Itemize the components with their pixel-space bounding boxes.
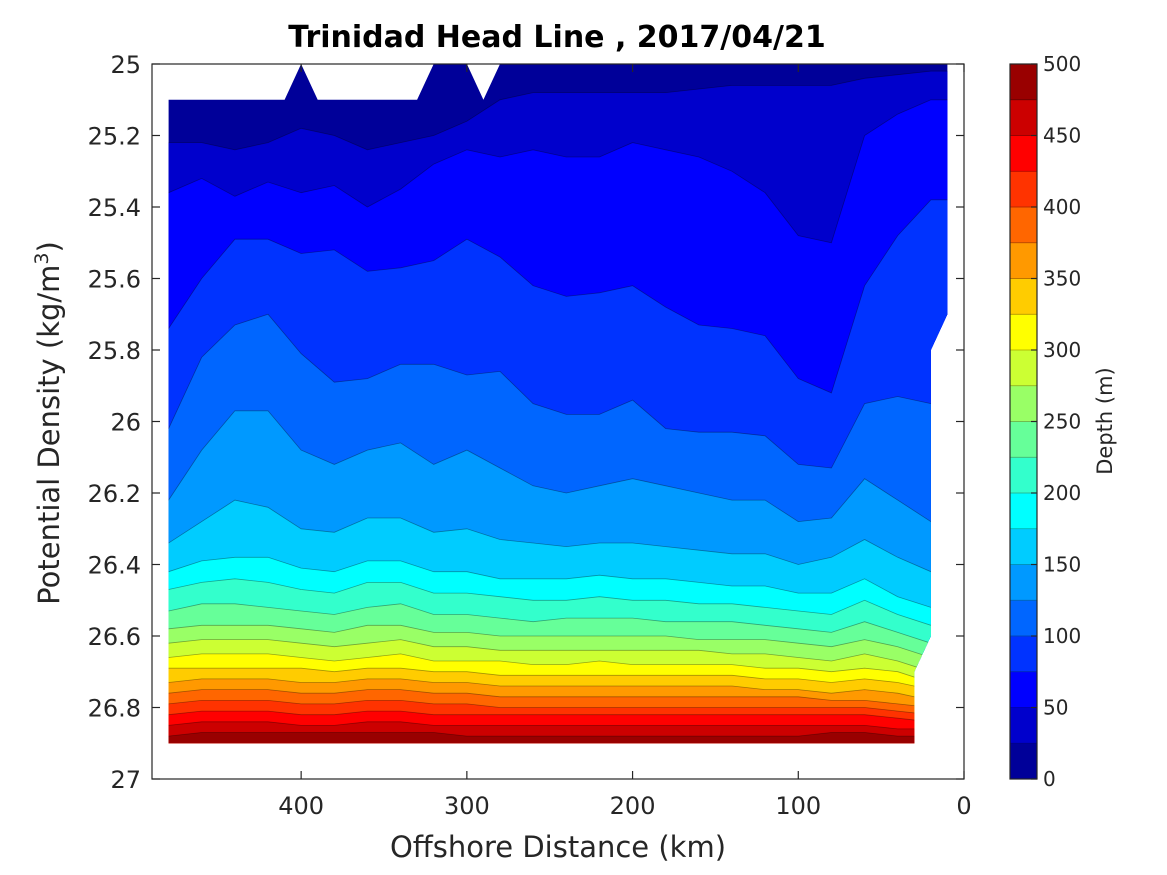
isoline-375 — [168, 689, 948, 708]
y-tick-label: 26.2 — [88, 480, 141, 508]
isoline-25 — [168, 70, 948, 151]
colorbar-label: Depth (m) — [1093, 367, 1117, 474]
colorbar-tick-label: 250 — [1043, 410, 1081, 434]
isoline-300 — [168, 653, 948, 683]
y-tick-label: 26.8 — [88, 695, 141, 723]
colorbar-tick-label: 100 — [1043, 624, 1081, 648]
y-tick-label: 25.6 — [88, 266, 141, 294]
isoline-475 — [168, 732, 948, 737]
colorbar-segment — [1010, 457, 1037, 494]
isoline-225 — [168, 603, 948, 644]
isoline-125 — [168, 410, 948, 523]
colorbar-tick-label: 300 — [1043, 338, 1081, 362]
x-tick-label: 400 — [278, 792, 324, 820]
colorbar-segment — [1010, 314, 1037, 351]
isoline-75 — [168, 199, 948, 394]
y-axis-label: Potential Density (kg/m3) — [31, 241, 66, 605]
colorbar-segment — [1010, 135, 1037, 172]
colorbar-segment — [1010, 385, 1037, 422]
isoline-100 — [168, 313, 948, 469]
colorbar-segment — [1010, 64, 1037, 101]
y-axis: 25 25.2 25.4 25.6 25.8 26 26.2 26.4 26.6 26.8 27 — [88, 51, 964, 794]
colorbar-tick-label: 400 — [1043, 195, 1081, 219]
colorbar-segment — [1010, 600, 1037, 637]
x-tick-label: 200 — [610, 792, 656, 820]
colorbar-tick-label: 0 — [1043, 767, 1056, 791]
isoline-350 — [168, 678, 948, 701]
colorbar-segment — [1010, 564, 1037, 601]
isoline-325 — [168, 667, 948, 690]
colorbar-segment — [1010, 99, 1037, 136]
colorbar-tick-label: 50 — [1043, 696, 1068, 720]
y-tick-label: 25.8 — [88, 337, 141, 365]
colorbar-tick-label: 450 — [1043, 124, 1081, 148]
x-tick-label: 100 — [775, 792, 821, 820]
colorbar-segment — [1010, 350, 1037, 387]
colorbar-segment — [1010, 421, 1037, 458]
y-tick-label: 25.2 — [88, 123, 141, 151]
colorbar-tick-label: 500 — [1043, 52, 1081, 76]
y-tick-label: 26.4 — [88, 552, 141, 580]
colorbar-segment — [1010, 171, 1037, 208]
colorbar-segment — [1010, 636, 1037, 673]
colorbar-segment — [1010, 278, 1037, 315]
colorbar-segment — [1010, 671, 1037, 708]
isoline-200 — [168, 578, 948, 626]
y-tick-label: 27 — [110, 766, 141, 794]
x-tick-label: 0 — [956, 792, 971, 820]
x-axis-label: Offshore Distance (km) — [390, 830, 726, 864]
colorbar: 0 50 100 150 200 250 300 350 400 450 500 — [1009, 52, 1081, 791]
contour-fill-layer — [168, 64, 948, 744]
isoline-250 — [168, 624, 948, 658]
isoline-400 — [168, 700, 948, 716]
isoline-450 — [168, 721, 948, 730]
y-tick-label: 25.4 — [88, 194, 141, 222]
colorbar-tick-label: 150 — [1043, 553, 1081, 577]
colorbar-segment — [1010, 493, 1037, 530]
isoline-150 — [168, 499, 948, 573]
colorbar-segment — [1010, 707, 1037, 744]
colorbar-segment — [1010, 528, 1037, 565]
y-tick-label: 26 — [110, 409, 141, 437]
colorbar-segment — [1010, 207, 1037, 244]
x-tick-label: 300 — [444, 792, 490, 820]
isoline-275 — [168, 639, 948, 673]
y-tick-label: 26.6 — [88, 623, 141, 651]
isoline-50 — [168, 99, 948, 244]
colorbar-segment — [1010, 743, 1037, 780]
chart-title: Trinidad Head Line , 2017/04/21 — [288, 20, 825, 55]
x-axis: 400 300 200 100 0 — [278, 64, 972, 820]
isoline-425 — [168, 710, 948, 723]
y-tick-label: 25 — [110, 51, 141, 79]
colorbar-tick-label: 200 — [1043, 481, 1081, 505]
isoline-175 — [168, 556, 948, 608]
colorbar-tick-label: 350 — [1043, 267, 1081, 291]
colorbar-segment — [1010, 242, 1037, 279]
